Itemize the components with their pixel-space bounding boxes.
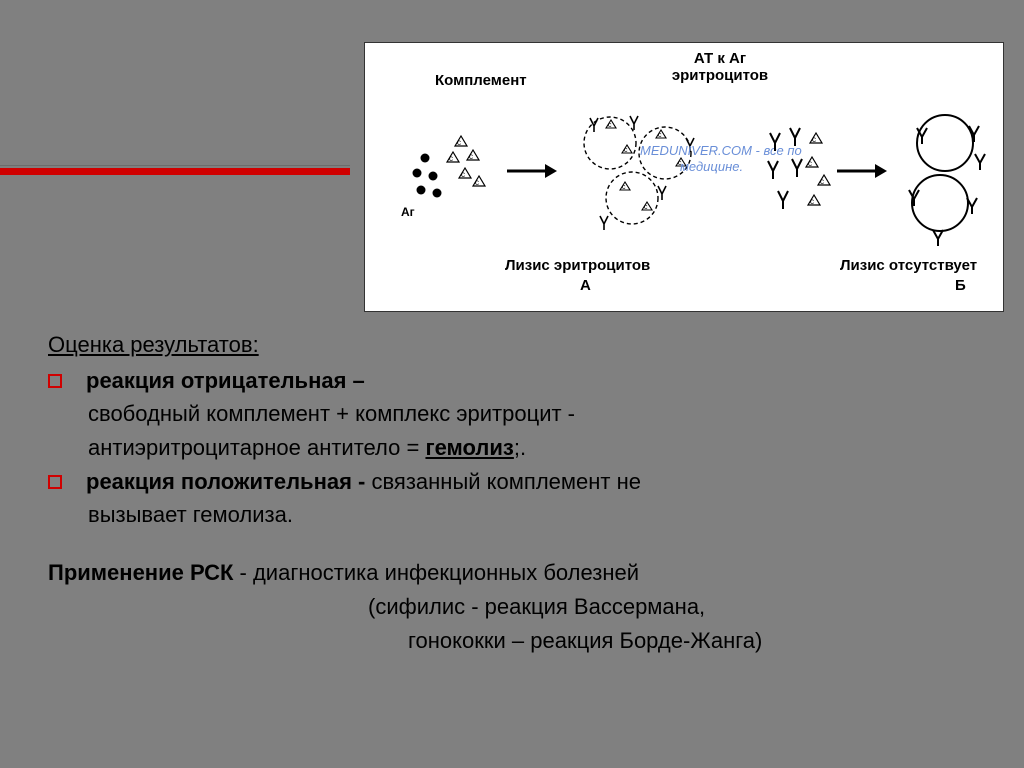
svg-text:c: c [812,135,816,144]
bullet-square-icon [48,475,62,489]
diagram-intact-cells [885,98,1000,248]
bullet-positive-text-b: вызывает гемолиза. [88,500,978,530]
bullet1-keyword: гемолиз [425,435,513,460]
content-block: Оценка результатов: реакция отрицательна… [48,330,978,659]
diagram-arrow-1 [505,158,559,184]
svg-text:c: c [644,204,648,211]
diagram-label-b: Б [955,278,966,295]
bullet-negative-label: реакция отрицательная – [86,366,365,396]
svg-text:c: c [820,177,824,186]
diagram-label-a: А [580,278,591,295]
diagram-watermark-2: медицине. [680,159,743,174]
bullet-negative-row: реакция отрицательная – [48,366,978,396]
bullet1-line-a: свободный комплемент + комплекс эритроци… [88,399,978,429]
svg-text:c: c [461,170,465,179]
svg-text:c: c [622,184,626,191]
svg-text:c: c [808,159,812,168]
svg-text:c: c [624,147,628,154]
results-heading: Оценка результатов: [48,330,978,360]
diagram-left-group: Аг c c c c c [387,98,517,238]
svg-text:c: c [608,122,612,129]
usage-text: - диагностика инфекционных болезней [233,560,639,585]
diagram-label-lysis-b: Лизис отсутствует [840,258,977,275]
usage-line3: гонококки – реакция Борде-Жанга) [408,626,978,656]
bullet-positive-line1: реакция положительная - связанный компле… [86,467,641,497]
svg-text:c: c [457,138,461,147]
bullet1-line-b: антиэритроцитарное антитело = гемолиз;. [88,433,978,463]
bullet-positive-row: реакция положительная - связанный компле… [48,467,978,497]
svg-text:Аг: Аг [401,205,415,219]
diagram-figure: Комплемент АТ к Аг эритроцитов Аг c c c … [364,42,1004,312]
svg-text:c: c [475,178,479,187]
svg-text:c: c [449,154,453,163]
diagram-label-at-ag: АТ к Аг эритроцитов [665,51,775,84]
accent-horizontal-rule [0,168,350,175]
diagram-b-reagents: c c c c [750,113,840,233]
usage-line2: (сифилис - реакция Вассермана, [368,592,978,622]
usage-line1: Применение РСК - диагностика инфекционны… [48,558,978,588]
diagram-label-lysis-a: Лизис эритроцитов [505,258,650,275]
svg-text:c: c [658,132,662,139]
diagram-label-complement: Комплемент [435,73,527,90]
bullet1-line-b-prefix: антиэритроцитарное антитело = [88,435,425,460]
diagram-arrow-2 [835,158,889,184]
bullet-positive-text-a: связанный комплемент не [371,469,641,494]
usage-label: Применение РСК [48,560,233,585]
slide: Комплемент АТ к Аг эритроцитов Аг c c c … [0,0,1024,768]
bullet-positive-label: реакция положительная - [86,469,371,494]
svg-text:c: c [469,152,473,161]
bullet-square-icon [48,374,62,388]
bullet1-tail: ;. [514,435,526,460]
svg-text:c: c [810,197,814,206]
